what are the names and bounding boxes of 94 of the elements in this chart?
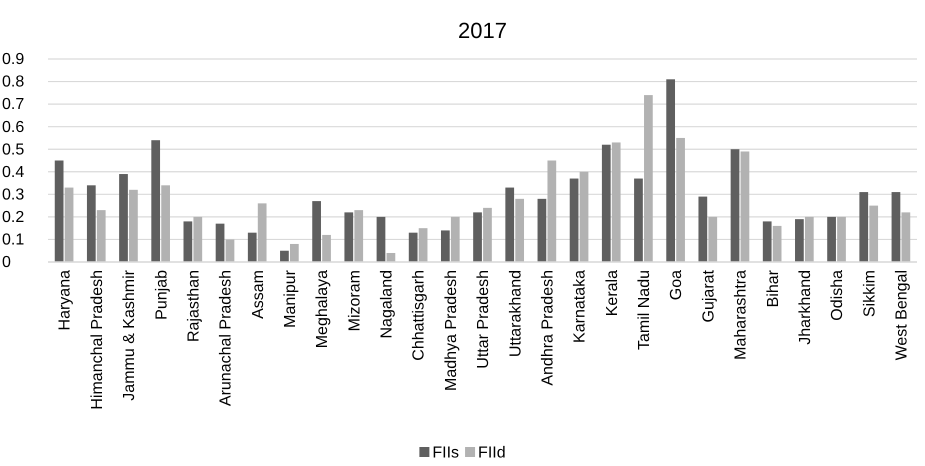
y-tick-label: 0.5 [2,141,24,158]
bar [644,95,653,262]
y-tick-label: 0.2 [2,209,24,226]
bar [666,79,676,262]
y-tick-label: 0 [2,254,11,272]
bar [258,203,267,262]
x-tick-label: Maharashtra [732,270,750,360]
x-tick-label: Goa [668,270,686,300]
bar [161,185,170,262]
x-tick-label: Haryana [56,270,74,330]
x-tick-label: Chhattisgarh [410,270,428,361]
bar [892,192,900,262]
bar [762,221,772,262]
chart-title: 2017 [458,18,507,43]
bar [312,201,321,262]
bar [386,252,396,262]
bar [216,224,224,262]
bar [418,228,428,262]
x-tick-label: Punjab [153,270,170,320]
bar [538,198,546,262]
bar [408,232,418,262]
x-tick-label: Gujarat [700,269,718,322]
bar [827,216,836,262]
bar [547,160,556,262]
x-tick-label: Andhra Pradesh [539,270,556,386]
x-tick-label: Meghalaya [314,270,332,348]
bar [505,188,514,262]
bar [64,188,74,262]
bar [193,216,202,262]
bar [290,244,299,262]
y-tick-label: 0.7 [2,96,24,114]
bar [570,178,578,262]
bar [580,172,588,262]
x-tick-label: Uttarakhand [507,270,524,358]
x-tick-label: Jammu & Kashmir [121,269,138,401]
bar [483,208,492,262]
x-tick-label: Nagaland [378,270,396,338]
bar [280,250,289,262]
bar [740,151,750,262]
bar [226,239,234,262]
y-tick-label: 0.9 [2,51,24,68]
bar [837,216,846,262]
x-tick-label: Assam [250,270,267,319]
x-tick-label: Tamil Nadu [636,270,654,350]
bar [151,140,160,262]
bar [708,216,718,262]
bar [450,216,460,262]
legend-label: FIIs [432,444,460,462]
y-tick-label: 0.8 [2,74,24,91]
y-tick-label: 0.4 [2,164,24,181]
bar [772,226,782,262]
x-tick-label: Arunachal Pradesh [218,270,235,406]
x-tick-label: Manipur [282,269,299,328]
bar [634,178,643,262]
bar [515,198,524,262]
bar [602,144,611,262]
x-tick-label: Uttar Pradesh [475,270,492,369]
x-tick-label: Sikkim [861,270,878,318]
x-tick-label: Odisha [829,270,846,321]
y-tick-label: 0.3 [2,186,24,204]
x-tick-label: Kerala [604,270,621,316]
bar [322,234,331,262]
bar [730,149,740,262]
bar [184,221,192,262]
bar [376,216,386,262]
x-tick-label: Rajasthan [185,270,202,342]
x-tick-label: Madhya Pradesh [442,270,460,391]
y-tick-label: 0.1 [2,232,24,249]
x-tick-label: Jharkhand [796,270,814,345]
bar [54,160,64,262]
bar [473,212,482,262]
x-tick-label: Mizoram [346,270,364,332]
legend-label: FIId [478,444,506,462]
bar [869,206,878,262]
bar [248,232,257,262]
bar [86,185,96,262]
x-tick-label: Himanchal Pradesh [88,270,106,410]
bar [344,212,354,262]
bar [698,196,708,262]
bar [676,138,685,262]
x-tick-label: Karnataka [572,270,589,343]
y-tick-label: 0.6 [2,118,24,136]
bar [902,212,910,262]
bar [612,142,621,262]
x-tick-label: West Bengal [894,270,911,360]
bar [354,210,364,262]
bar [119,174,128,262]
bar [96,210,106,262]
bar [795,219,804,262]
bar [859,192,868,262]
x-tick-label: Bihar [764,269,782,308]
bar [440,230,450,262]
bar [804,216,814,262]
bar [129,190,138,262]
